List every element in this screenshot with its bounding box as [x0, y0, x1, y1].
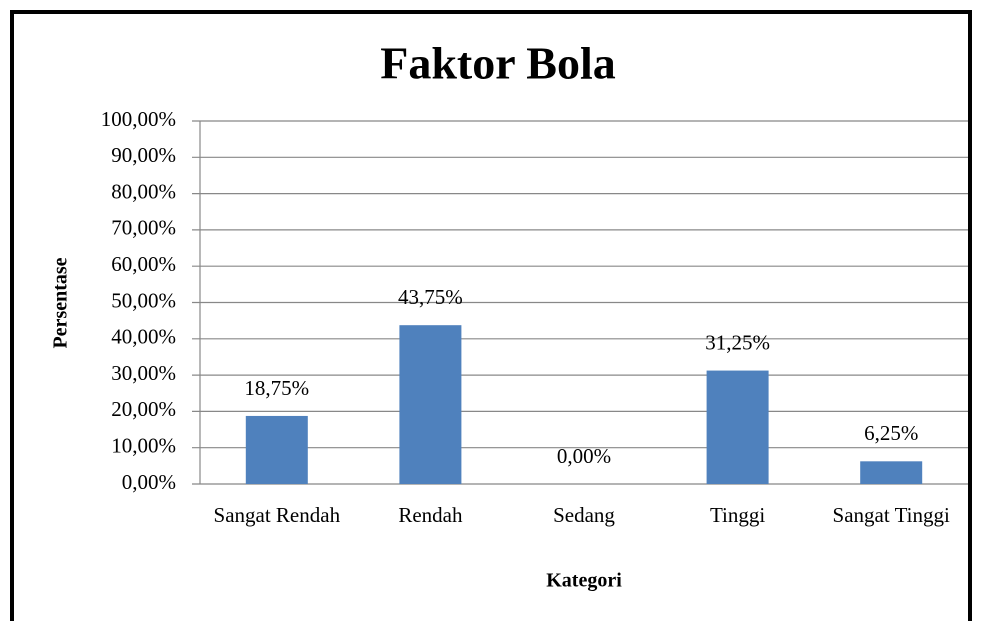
- data-label: 0,00%: [557, 444, 611, 468]
- y-axis-title: Persentase: [50, 257, 72, 348]
- y-tick-label: 80,00%: [111, 179, 176, 203]
- y-tick-label: 60,00%: [111, 252, 176, 276]
- y-tick-label: 30,00%: [111, 361, 176, 385]
- bar: [860, 461, 923, 484]
- y-tick-label: 0,00%: [122, 470, 176, 494]
- x-tick-label: Sangat Rendah: [214, 503, 341, 527]
- data-label: 18,75%: [244, 376, 309, 400]
- frame: [10, 10, 972, 621]
- y-tick-label: 90,00%: [111, 143, 176, 167]
- x-axis-title: Kategori: [546, 570, 622, 592]
- x-tick-label: Sangat Tinggi: [833, 503, 950, 527]
- x-tick-label: Sedang: [553, 503, 615, 527]
- bar: [245, 415, 308, 484]
- y-tick-label: 40,00%: [111, 325, 176, 349]
- y-tick-label: 100,00%: [101, 107, 176, 131]
- x-tick-label: Tinggi: [710, 503, 765, 527]
- x-tick-label: Rendah: [398, 503, 463, 527]
- bar: [706, 370, 769, 484]
- data-label: 6,25%: [864, 421, 918, 445]
- y-tick-label: 20,00%: [111, 397, 176, 421]
- data-label: 43,75%: [398, 285, 463, 309]
- chart-title: Faktor Bola: [380, 38, 616, 89]
- data-label: 31,25%: [705, 330, 770, 354]
- y-tick-label: 10,00%: [111, 434, 176, 458]
- bar: [399, 325, 462, 484]
- y-tick-label: 70,00%: [111, 216, 176, 240]
- y-tick-label: 50,00%: [111, 288, 176, 312]
